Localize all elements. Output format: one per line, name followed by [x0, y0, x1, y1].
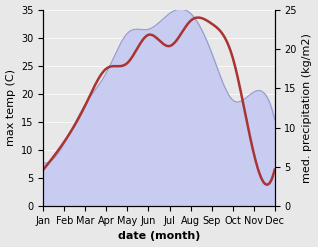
Y-axis label: max temp (C): max temp (C) [5, 69, 16, 146]
Y-axis label: med. precipitation (kg/m2): med. precipitation (kg/m2) [302, 33, 313, 183]
X-axis label: date (month): date (month) [118, 231, 200, 242]
